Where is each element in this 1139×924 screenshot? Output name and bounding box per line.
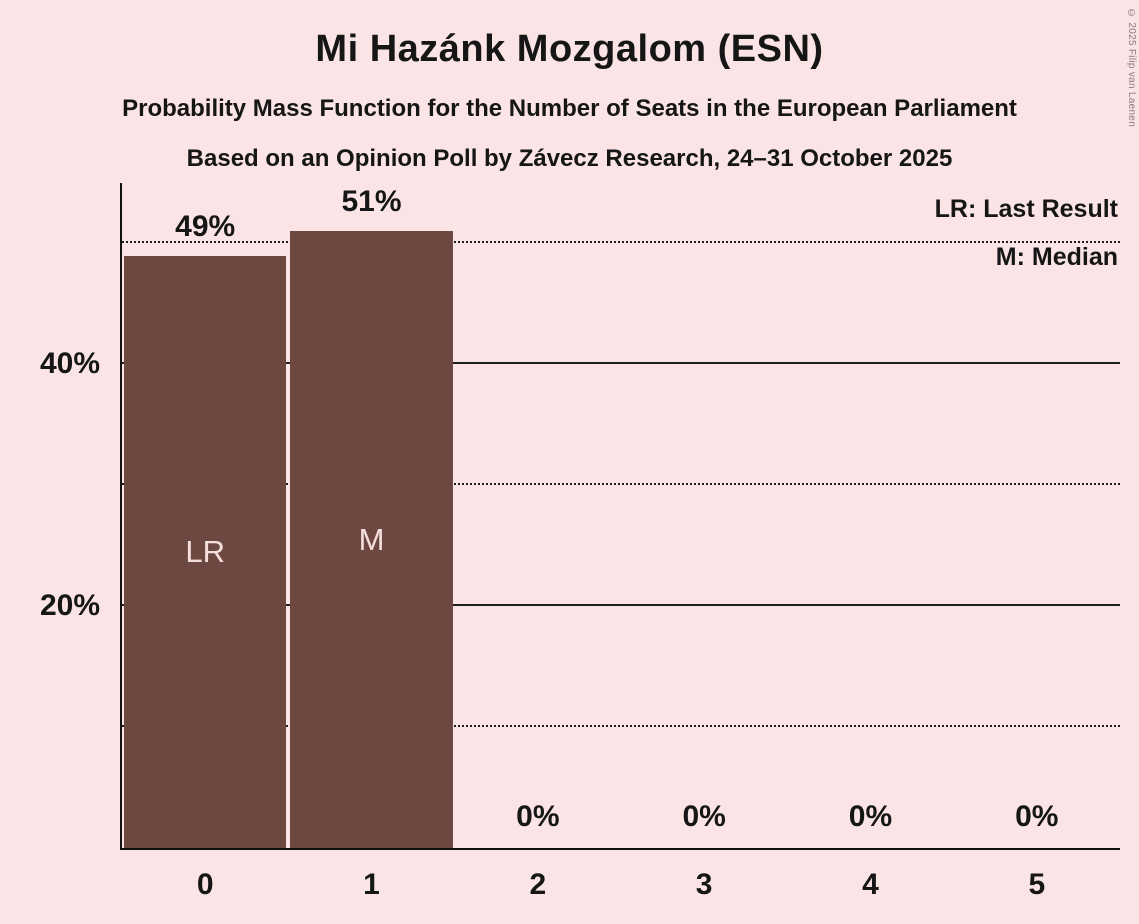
plot-area: 20% 40% LR 49% M 51% 0% 0% 0% 0% LR: Last Result…: [40, 183, 1120, 901]
x-tick-label-0: 0: [196, 868, 214, 901]
chart-header: Mi Hazánk Mozgalom (ESN) Probability Mas…: [0, 0, 1139, 173]
y-tick-label-40: 40%: [39, 347, 100, 381]
value-label-3: 0%: [682, 800, 726, 833]
bar-annotation-m: M: [358, 521, 385, 557]
bar-slot-5: 0%: [954, 183, 1120, 848]
legend-last-result: LR: Last Result: [934, 195, 1118, 223]
bar-slot-2: 0%: [455, 183, 621, 848]
x-tick-label-5: 5: [1028, 868, 1046, 901]
gridline-40: [122, 362, 1120, 365]
gridline-50: [122, 241, 1120, 244]
chart-title: Mi Hazánk Mozgalom (ESN): [315, 28, 824, 70]
x-tick-label-4: 4: [862, 868, 879, 901]
gridline-10: [122, 725, 1120, 728]
value-label-1: 51%: [341, 185, 402, 219]
x-tick-label-2: 2: [529, 868, 547, 901]
chart-subtitle-1: Probability Mass Function for the Number…: [122, 95, 1017, 122]
x-axis-labels: 0 1 2 3 4 5: [122, 848, 1120, 902]
x-tick-label-3: 3: [695, 868, 713, 901]
bar-slot-4: 0%: [787, 183, 953, 848]
copyright-notice: © 2025 Filip van Laenen: [1126, 8, 1137, 128]
gridline-30: [122, 483, 1120, 486]
y-tick-label-20: 20%: [39, 589, 100, 623]
x-tick-label-1: 1: [363, 868, 380, 901]
legend-median: M: Median: [995, 243, 1118, 271]
bar-annotation-lr: LR: [185, 533, 225, 569]
value-label-4: 0%: [848, 800, 893, 833]
gridline-20: [122, 604, 1120, 607]
value-label-5: 0%: [1015, 800, 1059, 833]
bar-slot-1: M 51%: [288, 183, 454, 848]
legend: LR: Last Result M: Median: [935, 185, 1118, 281]
bar-1: M: [290, 231, 453, 848]
chart-subtitle-2: Based on an Opinion Poll by Závecz Resea…: [186, 145, 953, 172]
bars: LR 49% M 51% 0% 0% 0% 0%: [122, 183, 1120, 848]
bar-slot-0: LR 49%: [122, 183, 288, 848]
value-label-2: 0%: [516, 800, 560, 833]
bar-slot-3: 0%: [621, 183, 787, 848]
bar-0: LR: [124, 255, 287, 848]
value-label-0: 49%: [175, 209, 236, 243]
